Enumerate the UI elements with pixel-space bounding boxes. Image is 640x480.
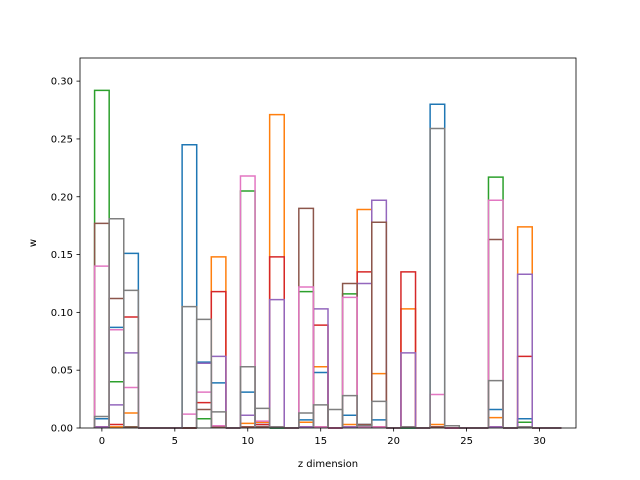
bar-outline — [487, 379, 504, 428]
y-tick-label: 0.10 — [51, 308, 73, 319]
bar-outline — [254, 407, 271, 428]
bar-outline — [371, 400, 388, 428]
x-tick-label: 0 — [99, 436, 105, 447]
bar-outline — [123, 289, 140, 428]
bar-outline — [400, 271, 417, 428]
bar-outline — [400, 352, 417, 428]
bar-outline — [239, 365, 256, 428]
bar-outline — [516, 426, 533, 428]
series-8 — [93, 127, 562, 429]
x-axis-ticks: 0 5 10 15 20 25 30 — [99, 428, 546, 447]
bar-outline — [195, 318, 213, 428]
bar-outline — [516, 273, 533, 428]
y-tick-label: 0.15 — [51, 250, 73, 261]
bar-outline — [429, 127, 446, 428]
bar-outline — [487, 199, 504, 428]
bar-outline — [181, 143, 198, 428]
bar-outline — [341, 296, 358, 428]
y-tick-label: 0.25 — [51, 134, 73, 145]
x-axis-label: z dimension — [298, 459, 358, 470]
bar-outline — [341, 394, 358, 428]
x-tick-label: 30 — [533, 436, 546, 447]
axes-frame — [79, 57, 577, 429]
bar-outline — [443, 424, 461, 428]
bar-outline — [371, 221, 388, 428]
y-tick-label: 0.05 — [51, 366, 73, 377]
x-tick-label: 15 — [314, 436, 327, 447]
x-tick-label: 25 — [460, 436, 473, 447]
bar-outline — [298, 286, 315, 428]
bar-outline — [239, 175, 256, 428]
y-axis-ticks: 0.00 0.05 0.10 0.15 0.20 0.25 0.30 — [51, 77, 80, 435]
x-tick-label: 20 — [387, 436, 400, 447]
y-tick-label: 0.00 — [51, 424, 73, 435]
y-tick-label: 0.20 — [51, 192, 73, 203]
bar-outline — [268, 298, 285, 428]
bar-outline — [268, 426, 285, 428]
y-tick-label: 0.30 — [51, 77, 73, 88]
x-tick-label: 10 — [241, 436, 254, 447]
bar-outline — [400, 426, 417, 428]
y-axis-label: w — [28, 239, 39, 247]
bar-outline — [210, 411, 227, 428]
x-tick-label: 5 — [172, 436, 178, 447]
